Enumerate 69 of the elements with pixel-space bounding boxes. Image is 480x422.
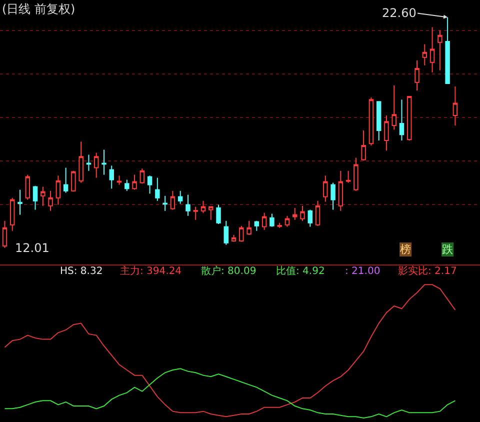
annotation: 榜 xyxy=(400,243,411,256)
candlestick xyxy=(407,96,412,142)
candlestick xyxy=(147,175,152,194)
candlestick xyxy=(414,60,420,91)
candlestick xyxy=(208,206,214,220)
annotation: 22.60 xyxy=(382,6,416,20)
chart-title: (日线 前复权) xyxy=(2,2,76,16)
candlestick xyxy=(132,174,137,190)
text: 比值: 4.92 xyxy=(276,265,325,277)
candlestick xyxy=(116,175,122,186)
candlestick xyxy=(246,220,252,236)
candlestick xyxy=(308,209,312,228)
candlestick xyxy=(270,213,274,228)
candlestick xyxy=(193,206,198,220)
candlestick xyxy=(216,204,221,224)
candlestick xyxy=(300,205,305,222)
candlestick xyxy=(170,190,176,210)
candlestick xyxy=(200,200,206,214)
candlestick xyxy=(430,26,435,73)
candlestick xyxy=(109,165,114,190)
candlestick xyxy=(315,200,320,226)
text: 散户: 80.09 xyxy=(201,265,256,277)
candlestick xyxy=(18,189,22,216)
candlestick xyxy=(452,86,458,126)
candlestick xyxy=(63,167,68,194)
text: HS: 8.32 xyxy=(60,266,103,277)
candlestick xyxy=(399,99,404,142)
candlestick xyxy=(155,177,160,202)
candlestick xyxy=(239,225,244,242)
candlestick xyxy=(10,197,15,232)
candlestick xyxy=(140,168,145,184)
candlestick xyxy=(78,141,84,184)
candlestick xyxy=(178,190,183,204)
candlestick xyxy=(186,194,190,216)
candlestick xyxy=(94,152,99,178)
candlestick xyxy=(376,100,382,142)
candlestick xyxy=(361,130,366,162)
candlestick xyxy=(25,174,30,200)
candlestick xyxy=(284,215,290,228)
candlestick xyxy=(224,220,229,246)
candlestick xyxy=(292,207,298,220)
candlestick xyxy=(32,185,38,210)
candlestick xyxy=(48,190,53,212)
annotation: 12.01 xyxy=(15,241,50,255)
candlestick xyxy=(231,234,236,242)
text: 主力: 394.24 xyxy=(120,265,182,277)
candlestick xyxy=(438,30,442,71)
candlestick xyxy=(56,175,61,206)
candlestick xyxy=(384,115,389,152)
candlestick xyxy=(102,149,106,176)
candlestick xyxy=(86,154,92,172)
candlestick xyxy=(124,179,130,192)
candlestick xyxy=(40,186,46,206)
candlestick xyxy=(71,170,76,192)
candlestick xyxy=(346,170,351,184)
candlestick xyxy=(254,220,260,232)
text: 影实比: 2.17 xyxy=(398,265,457,277)
candlestick xyxy=(330,182,336,210)
annotation: 跌 xyxy=(442,243,453,256)
candlestick xyxy=(277,222,282,228)
candlestick xyxy=(368,96,374,146)
candlestick xyxy=(392,84,396,130)
candlestick xyxy=(422,44,428,66)
candlestick xyxy=(162,195,168,212)
candlestick xyxy=(338,170,344,212)
candlestick xyxy=(323,175,328,202)
candlestick xyxy=(262,212,267,230)
text: : 21.00 xyxy=(345,266,380,277)
candlestick xyxy=(354,157,358,192)
